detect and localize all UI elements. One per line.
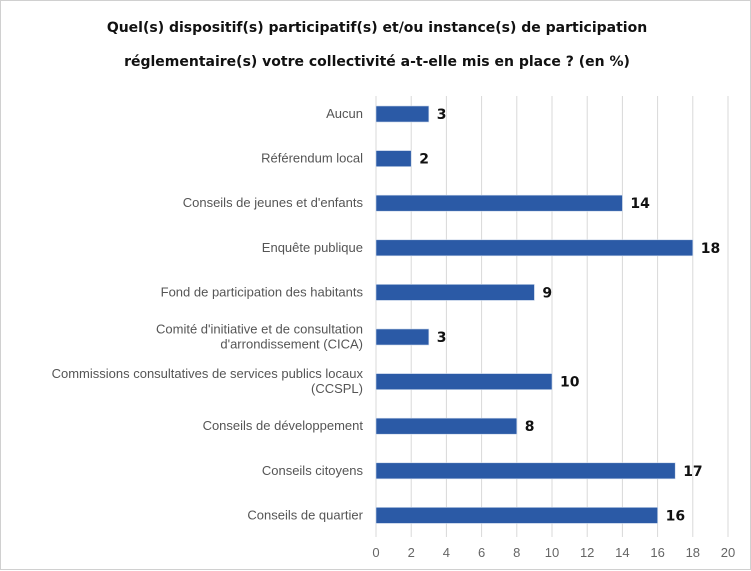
bar — [375, 462, 676, 480]
category-label: Enquête publique — [262, 240, 363, 255]
x-tick-label: 14 — [615, 545, 629, 560]
data-label: 10 — [560, 375, 580, 391]
bar — [375, 328, 430, 346]
data-label: 17 — [683, 464, 702, 480]
data-label: 2 — [419, 152, 429, 168]
category-label: d'arrondissement (CICA) — [220, 337, 363, 352]
x-tick-label: 12 — [580, 545, 594, 560]
category-label: Aucun — [326, 106, 363, 121]
data-label: 14 — [630, 196, 650, 212]
data-label: 18 — [701, 241, 720, 257]
x-tick-label: 0 — [372, 545, 379, 560]
bar — [375, 194, 623, 212]
data-label: 9 — [542, 285, 552, 301]
x-tick-label: 18 — [686, 545, 700, 560]
chart-title-line-2: réglementaire(s) votre collectivité a-t-… — [124, 54, 630, 70]
category-label: Comité d'initiative et de consultation — [156, 322, 363, 337]
x-tick-label: 2 — [408, 545, 415, 560]
category-label: Conseils de développement — [203, 418, 364, 433]
x-tick-label: 6 — [478, 545, 485, 560]
category-label: Conseils citoyens — [262, 463, 364, 478]
data-label: 3 — [437, 330, 447, 346]
category-label: Fond de participation des habitants — [161, 284, 364, 299]
bar — [375, 284, 535, 301]
category-label: Référendum local — [261, 151, 363, 166]
bar — [375, 417, 518, 435]
bar — [375, 507, 658, 524]
bar — [375, 105, 430, 123]
data-label: 8 — [525, 419, 535, 435]
bar — [375, 373, 553, 390]
data-label: 3 — [437, 107, 447, 123]
x-tick-label: 8 — [513, 545, 520, 560]
chart-title-line-1: Quel(s) dispositif(s) participatif(s) et… — [107, 20, 647, 36]
data-label: 16 — [666, 508, 685, 524]
x-tick-label: 4 — [443, 545, 450, 560]
bar — [375, 150, 412, 167]
category-label: Conseils de quartier — [247, 507, 363, 522]
category-label: Conseils de jeunes et d'enfants — [183, 195, 364, 210]
bar — [375, 239, 694, 257]
category-label: Commissions consultatives de services pu… — [52, 366, 364, 381]
category-label: (CCSPL) — [311, 381, 363, 396]
x-tick-label: 16 — [650, 545, 664, 560]
x-tick-label: 10 — [545, 545, 559, 560]
x-tick-label: 20 — [721, 545, 735, 560]
